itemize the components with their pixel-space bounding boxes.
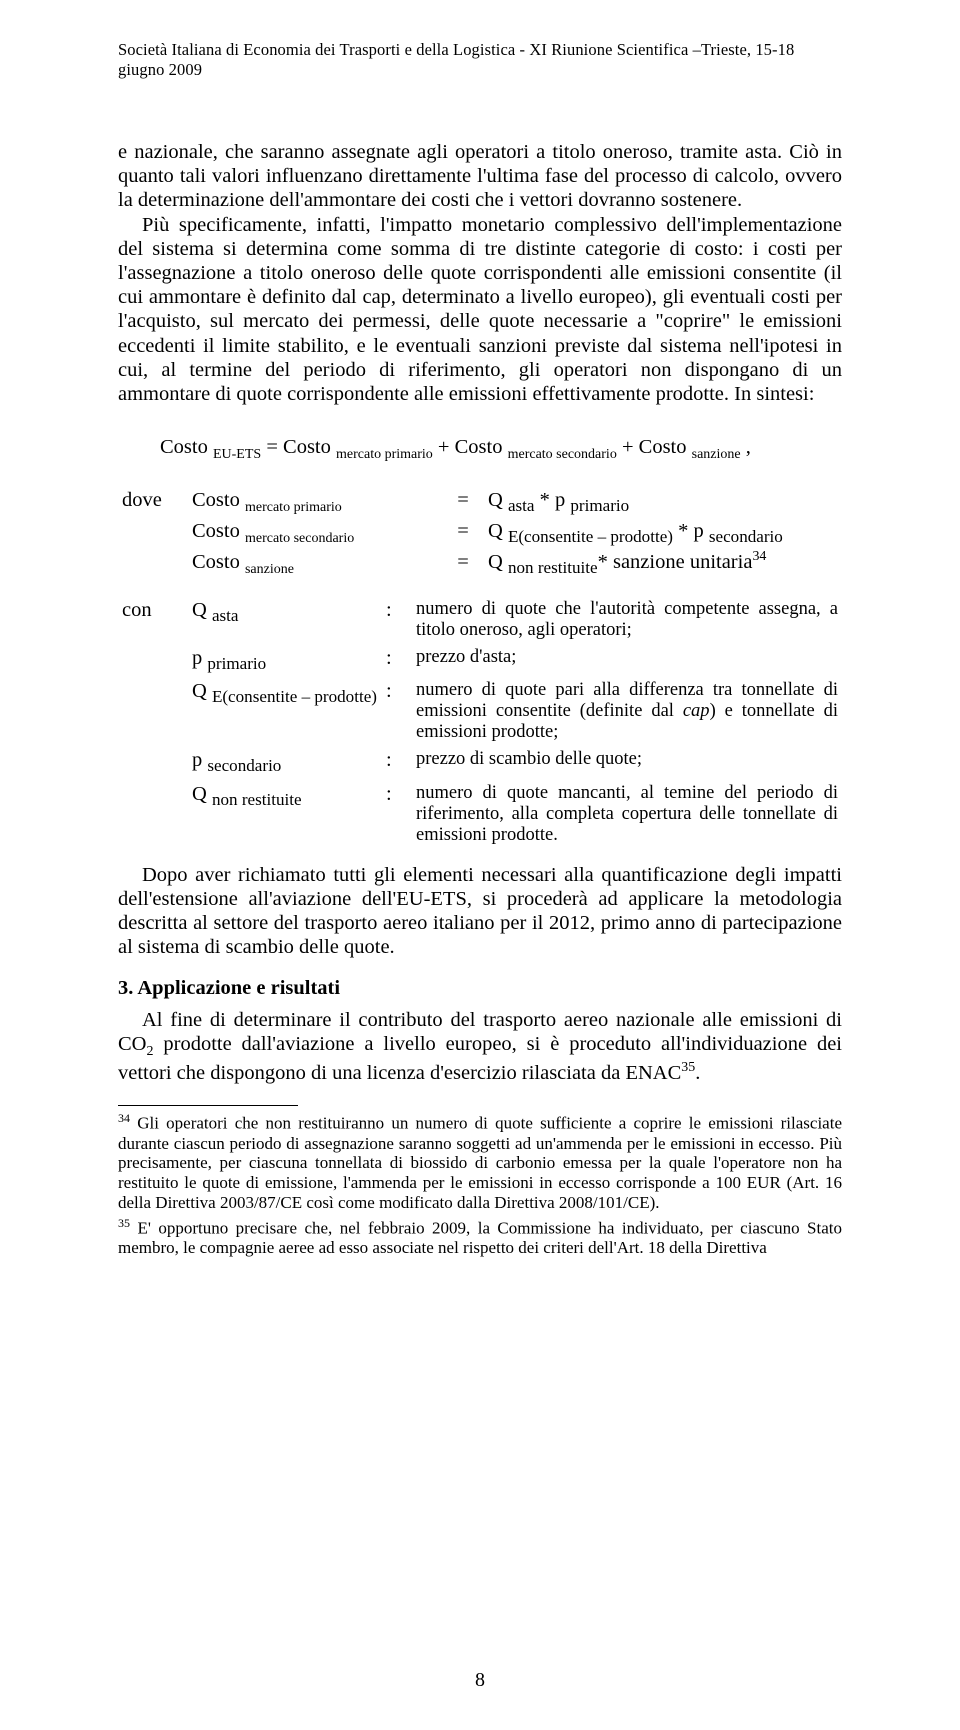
con-row-3: p secondario : prezzo di scambio delle q… bbox=[118, 746, 842, 779]
dove-sym-sub-1: mercato secondario bbox=[245, 531, 354, 546]
con-row-4: Q non restituite : numero di quote manca… bbox=[118, 780, 842, 849]
formula-lhs-base: Costo bbox=[160, 436, 208, 458]
con-colon-0: : bbox=[382, 596, 412, 644]
dove-row-0: dove Costo mercato primario = Q asta * p… bbox=[118, 487, 787, 518]
dove-label: dove bbox=[118, 487, 188, 518]
page-number: 8 bbox=[0, 1669, 960, 1692]
cost-formula: Costo EU-ETS = Costo mercato primario + … bbox=[160, 434, 842, 465]
t2-sub: mercato secondario bbox=[508, 447, 617, 462]
footnote-35-text: E' opportuno precisare che, nel febbraio… bbox=[118, 1218, 842, 1257]
t1-base: Costo bbox=[283, 436, 331, 458]
t3-base: Costo bbox=[639, 436, 687, 458]
paragraph-intro: Più specificamente, infatti, l'impatto m… bbox=[118, 213, 842, 407]
con-desc-0: numero di quote che l'autorità competent… bbox=[412, 596, 842, 644]
footnote-35-mark: 35 bbox=[118, 1216, 130, 1230]
formula-term2: Costo mercato secondario bbox=[455, 436, 622, 458]
formula-term1: Costo mercato primario bbox=[283, 436, 438, 458]
con-desc-3: prezzo di scambio delle quote; bbox=[412, 746, 842, 779]
footnote-34-mark: 34 bbox=[118, 1111, 130, 1125]
dove-rhs-0: Q asta * p primario bbox=[484, 487, 787, 518]
dove-sym-sub-2: sanzione bbox=[245, 562, 294, 577]
paragraph-after-defs: Dopo aver richiamato tutti gli elementi … bbox=[118, 863, 842, 960]
footnote-34-text: Gli operatori che non restituiranno un n… bbox=[118, 1114, 842, 1212]
running-header: Società Italiana di Economia dei Traspor… bbox=[118, 40, 842, 80]
dove-row-1: Costo mercato secondario = Q E(consentit… bbox=[118, 518, 787, 549]
con-sym-2: Q E(consentite – prodotte) bbox=[188, 677, 382, 746]
formula-lhs-sub: EU-ETS bbox=[213, 447, 261, 462]
con-desc-4: numero di quote mancanti, al temine del … bbox=[412, 780, 842, 849]
con-colon-4: : bbox=[382, 780, 412, 849]
footnote-ref-35: 35 bbox=[681, 1060, 695, 1075]
section-3-title: 3. Applicazione e risultati bbox=[118, 977, 842, 1000]
dove-row-2: Costo sanzione = Q non restituite* sanzi… bbox=[118, 549, 787, 580]
page: Società Italiana di Economia dei Traspor… bbox=[0, 0, 960, 1730]
con-row-0: con Q asta : numero di quote che l'autor… bbox=[118, 596, 842, 644]
con-colon-3: : bbox=[382, 746, 412, 779]
formula-lhs: Costo EU-ETS bbox=[160, 436, 266, 458]
dove-sym-base-1: Costo bbox=[192, 520, 240, 542]
t3-sub: sanzione bbox=[692, 447, 741, 462]
para4-tail: . bbox=[695, 1062, 700, 1084]
paragraph-continuation: e nazionale, che saranno assegnate agli … bbox=[118, 140, 842, 213]
formula-term3: Costo sanzione bbox=[639, 436, 746, 458]
dove-sym-sub-0: mercato primario bbox=[245, 500, 342, 515]
formula-tail: , bbox=[746, 436, 751, 458]
t2-base: Costo bbox=[455, 436, 503, 458]
con-row-2: Q E(consentite – prodotte) : numero di q… bbox=[118, 677, 842, 746]
dove-eq-2: = bbox=[442, 549, 484, 580]
con-sym-3: p secondario bbox=[188, 746, 382, 779]
para4-post: prodotte dall'aviazione a livello europe… bbox=[118, 1033, 842, 1084]
footnote-34: 34 Gli operatori che non restituiranno u… bbox=[118, 1112, 842, 1212]
con-sym-1: p primario bbox=[188, 644, 382, 677]
con-colon-2: : bbox=[382, 677, 412, 746]
con-colon-1: : bbox=[382, 644, 412, 677]
con-desc-2: numero di quote pari alla differenza tra… bbox=[412, 677, 842, 746]
dove-sym-base-2: Costo bbox=[192, 551, 240, 573]
con-sym-4: Q non restituite bbox=[188, 780, 382, 849]
con-label: con bbox=[118, 596, 188, 644]
dove-sym-base-0: Costo bbox=[192, 489, 240, 511]
dove-eq-0: = bbox=[442, 487, 484, 518]
dove-rhs-1: Q E(consentite – prodotte) * p secondari… bbox=[484, 518, 787, 549]
section-3-paragraph: Al fine di determinare il contributo del… bbox=[118, 1008, 842, 1085]
dove-eq-1: = bbox=[442, 518, 484, 549]
dove-definitions: dove Costo mercato primario = Q asta * p… bbox=[118, 487, 787, 580]
footnote-35: 35 E' opportuno precisare che, nel febbr… bbox=[118, 1217, 842, 1258]
con-row-1: p primario : prezzo d'asta; bbox=[118, 644, 842, 677]
dove-rhs-2: Q non restituite* sanzione unitaria34 bbox=[484, 549, 787, 580]
con-definitions: con Q asta : numero di quote che l'autor… bbox=[118, 596, 842, 848]
con-sym-0: Q asta bbox=[188, 596, 382, 644]
con-desc-1: prezzo d'asta; bbox=[412, 644, 842, 677]
t1-sub: mercato primario bbox=[336, 447, 433, 462]
footnote-separator bbox=[118, 1105, 298, 1106]
